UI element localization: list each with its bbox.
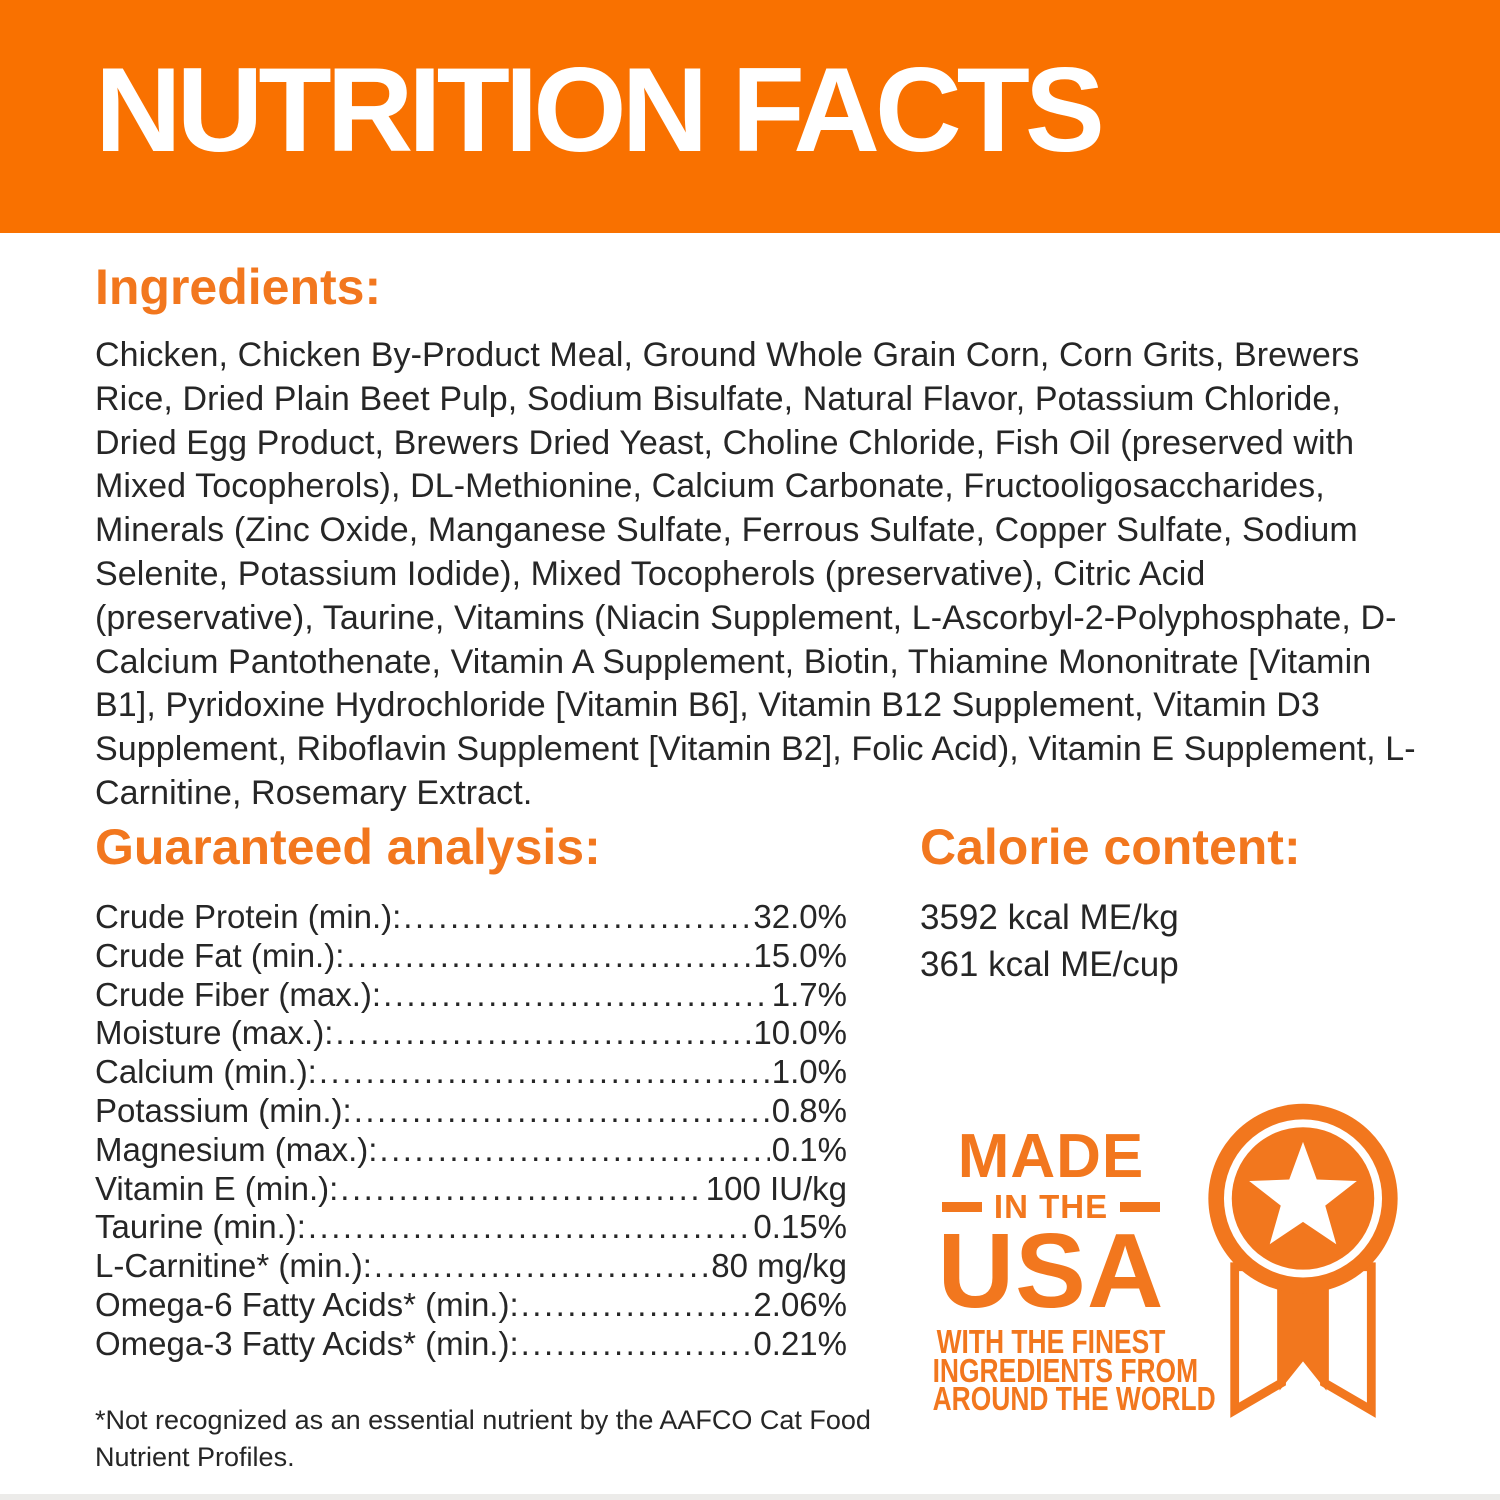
analysis-value: 32.0% bbox=[753, 898, 847, 935]
analysis-row: Vitamin E (min.): 100 IU/kg bbox=[95, 1170, 847, 1209]
analysis-value: 0.21% bbox=[753, 1324, 847, 1362]
analysis-label: Crude Protein (min.): bbox=[95, 898, 402, 935]
analysis-value: 2.06% bbox=[753, 1285, 847, 1323]
ingredients-text: Chicken, Chicken By-Product Meal, Ground… bbox=[95, 336, 1416, 812]
calorie-values: 3592 kcal ME/kg 361 kcal ME/cup bbox=[920, 894, 1440, 988]
footnote-line: Nutrient Profiles. bbox=[95, 1442, 295, 1472]
analysis-value: 100 IU/kg bbox=[705, 1169, 847, 1207]
calorie-cup-value: 361 kcal ME/cup bbox=[920, 945, 1179, 984]
dot-leader bbox=[521, 1286, 752, 1325]
aafco-footnote: *Not recognized as an essential nutrient… bbox=[95, 1402, 875, 1476]
guaranteed-analysis-section: Guaranteed analysis: Crude Protein (min.… bbox=[95, 818, 847, 1364]
usa-word: USA bbox=[937, 1212, 1165, 1330]
made-word: MADE bbox=[957, 1122, 1145, 1191]
analysis-row: Crude Fiber (max.): 1.7% bbox=[95, 976, 847, 1015]
tagline-line: INGREDIENTS FROM bbox=[932, 1351, 1199, 1389]
star-icon bbox=[1249, 1141, 1357, 1245]
analysis-row: Omega-3 Fatty Acids* (min.): 0.21% bbox=[95, 1325, 847, 1364]
made-in-usa-block: MADE IN THE USA WITH THE FINEST INGREDIE… bbox=[903, 1122, 1216, 1417]
analysis-row: Magnesium (max.): 0.1% bbox=[95, 1131, 847, 1170]
analysis-value: 1.7% bbox=[771, 975, 847, 1013]
analysis-row: Crude Fat (min.): 15.0% bbox=[95, 937, 847, 976]
analysis-value: 15.0% bbox=[753, 936, 847, 974]
guaranteed-analysis-table: Crude Protein (min.): 32.0% Crude Fat (mi… bbox=[95, 898, 847, 1364]
analysis-row: Omega-6 Fatty Acids* (min.): 2.06% bbox=[95, 1286, 847, 1325]
analysis-value: 0.15% bbox=[753, 1208, 847, 1246]
analysis-label: Omega-3 Fatty Acids* (min.): bbox=[95, 1324, 519, 1362]
dot-leader bbox=[340, 1170, 703, 1209]
analysis-value: 1.0% bbox=[771, 1053, 847, 1091]
analysis-label: Magnesium (max.): bbox=[95, 1130, 378, 1168]
tagline-line: WITH THE FINEST bbox=[936, 1323, 1166, 1360]
medal-star-ribbon-icon bbox=[1205, 1096, 1401, 1418]
header-banner: NUTRITION FACTS bbox=[0, 0, 1500, 233]
analysis-row: Crude Protein (min.): 32.0% bbox=[95, 898, 847, 937]
analysis-label: Crude Fat (min.): bbox=[95, 936, 345, 974]
analysis-row: Moisture (max.): 10.0% bbox=[95, 1014, 847, 1053]
dot-leader bbox=[374, 1247, 709, 1286]
dot-leader bbox=[335, 1014, 751, 1053]
analysis-row: Calcium (min.): 1.0% bbox=[95, 1053, 847, 1092]
analysis-label: Taurine (min.): bbox=[95, 1208, 306, 1246]
dot-leader bbox=[521, 1325, 752, 1364]
usa-tagline: WITH THE FINEST INGREDIENTS FROM AROUND … bbox=[903, 1323, 1216, 1417]
analysis-label: Potassium (min.): bbox=[95, 1091, 352, 1129]
right-dash bbox=[1120, 1202, 1161, 1212]
analysis-label: Calcium (min.): bbox=[95, 1053, 317, 1091]
dot-leader bbox=[379, 1131, 769, 1170]
badge-svg bbox=[1208, 1103, 1398, 1418]
dot-leader bbox=[308, 1208, 752, 1247]
dot-leader bbox=[319, 1053, 770, 1092]
dot-leader bbox=[346, 937, 751, 976]
analysis-row: L-Carnitine* (min.): 80 mg/kg bbox=[95, 1247, 847, 1286]
bottom-edge-strip bbox=[0, 1494, 1500, 1500]
page-title: NUTRITION FACTS bbox=[95, 43, 1105, 177]
ingredients-section: Ingredients: Chicken, Chicken By-Product… bbox=[95, 258, 1417, 816]
in-the-row: IN THE bbox=[903, 1188, 1199, 1225]
in-the-word: IN THE bbox=[993, 1188, 1109, 1225]
left-dash bbox=[941, 1202, 982, 1212]
analysis-label: Crude Fiber (max.): bbox=[95, 975, 382, 1013]
analysis-label: L-Carnitine* (min.): bbox=[95, 1247, 372, 1285]
analysis-row: Potassium (min.): 0.8% bbox=[95, 1092, 847, 1131]
footnote-line: *Not recognized as an essential nutrient… bbox=[95, 1405, 871, 1435]
analysis-row: Taurine (min.): 0.15% bbox=[95, 1208, 847, 1247]
dot-leader bbox=[403, 898, 751, 937]
analysis-label: Omega-6 Fatty Acids* (min.): bbox=[95, 1285, 519, 1323]
analysis-value: 0.8% bbox=[771, 1091, 847, 1129]
dot-leader bbox=[354, 1092, 770, 1131]
calorie-kg-value: 3592 kcal ME/kg bbox=[920, 898, 1179, 937]
analysis-label: Moisture (max.): bbox=[95, 1014, 334, 1052]
analysis-value: 80 mg/kg bbox=[711, 1247, 847, 1285]
analysis-value: 0.1% bbox=[771, 1130, 847, 1168]
ingredients-heading: Ingredients: bbox=[95, 259, 382, 315]
guaranteed-analysis-heading: Guaranteed analysis: bbox=[95, 819, 601, 875]
analysis-label: Vitamin E (min.): bbox=[95, 1169, 339, 1207]
analysis-value: 10.0% bbox=[753, 1014, 847, 1052]
dot-leader bbox=[383, 976, 770, 1015]
calorie-content-heading: Calorie content: bbox=[920, 819, 1301, 875]
tagline-line: AROUND THE WORLD bbox=[932, 1380, 1216, 1417]
calorie-content-section: Calorie content: 3592 kcal ME/kg 361 kca… bbox=[920, 818, 1440, 988]
